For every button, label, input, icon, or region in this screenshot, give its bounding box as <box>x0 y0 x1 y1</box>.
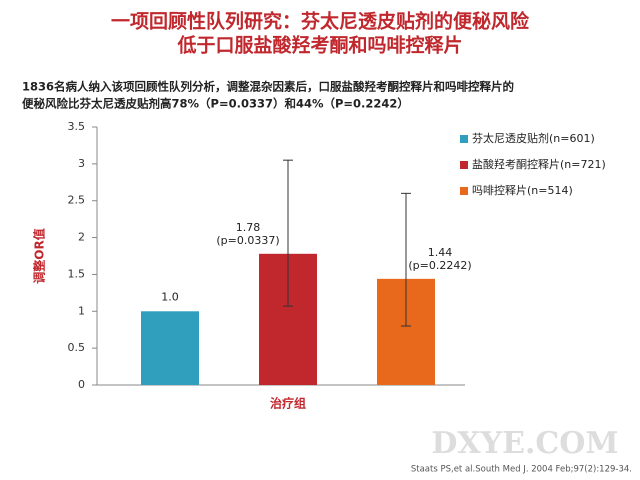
y-tick-label: 3 <box>78 157 85 170</box>
legend-swatch <box>460 135 468 143</box>
value-label: 1.0 <box>161 290 179 303</box>
y-tick-label: 1.5 <box>68 267 86 280</box>
subtitle-line: 便秘风险比芬太尼透皮贴剂高78%（P=0.0337）和44%（P=0.2242） <box>22 97 409 111</box>
legend-label: 盐酸羟考酮控释片(n=721) <box>472 157 606 171</box>
p-label: (p=0.0337) <box>216 234 279 247</box>
legend-label: 吗啡控释片(n=514) <box>472 183 573 197</box>
y-tick-label: 2.5 <box>68 194 86 207</box>
title-line: 一项回顾性队列研究：芬太尼透皮贴剂的便秘风险 <box>111 10 530 33</box>
x-axis-title: 治疗组 <box>270 396 306 411</box>
bar <box>141 311 199 385</box>
legend-swatch <box>460 161 468 169</box>
title-line: 低于口服盐酸羟考酮和吗啡控释片 <box>176 34 462 57</box>
y-tick-label: 3.5 <box>68 120 86 133</box>
p-label: (p=0.2242) <box>408 259 471 272</box>
y-axis-title: 调整OR值 <box>32 228 47 283</box>
legend-label: 芬太尼透皮贴剂(n=601) <box>472 131 595 145</box>
legend-swatch <box>460 187 468 195</box>
watermark: DXYE.COM <box>431 426 618 461</box>
y-tick-label: 0 <box>78 378 85 391</box>
y-tick-label: 1 <box>78 304 85 317</box>
value-label: 1.78 <box>236 221 261 234</box>
y-tick-label: 0.5 <box>68 341 86 354</box>
value-label: 1.44 <box>428 246 453 259</box>
citation: Staats PS,et al.South Med J. 2004 Feb;97… <box>411 465 632 475</box>
subtitle-line: 1836名病人纳入该项回顾性队列分析，调整混杂因素后，口服盐酸羟考酮控释片和吗啡… <box>22 80 514 94</box>
y-tick-label: 2 <box>78 231 85 244</box>
